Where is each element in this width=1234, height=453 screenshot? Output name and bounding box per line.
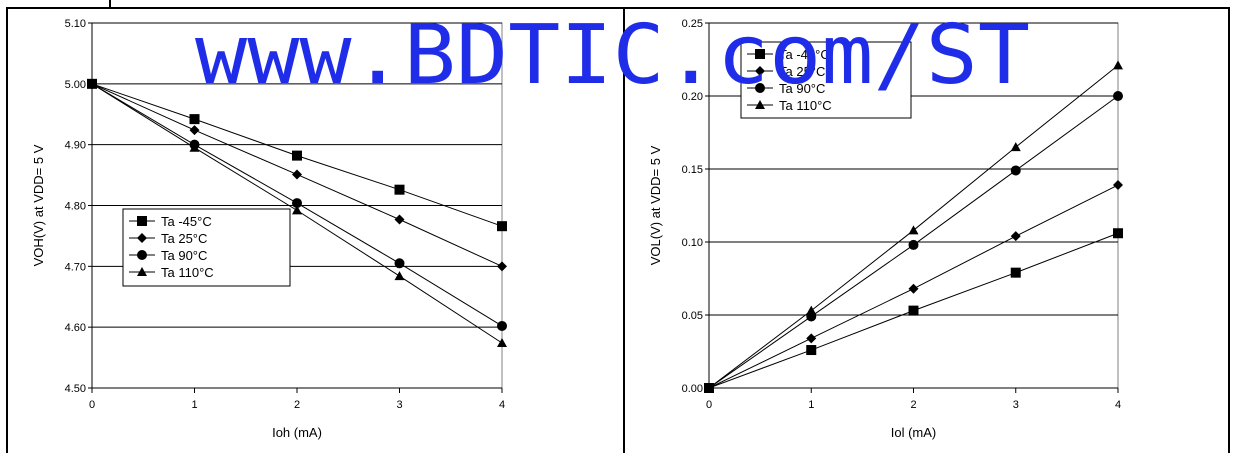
vol-chart: 0.00 0.05 0.10 0.15 0.20 0.25 0 1 2 3 4 Iol (mA) VOL… — [648, 18, 1123, 440]
data-point — [189, 125, 200, 136]
legend-label: Ta 90°C — [161, 248, 207, 263]
y-axis-title: VOH(V) at VDD= 5 V — [31, 144, 46, 266]
y-tick-label: 0.05 — [682, 310, 703, 322]
data-point — [704, 383, 714, 392]
data-point — [908, 283, 919, 294]
legend-label: Ta -45°C — [161, 214, 212, 229]
data-point — [806, 333, 817, 344]
data-point — [806, 345, 817, 356]
x-tick-label: 1 — [808, 399, 814, 411]
data-point — [292, 198, 302, 209]
series-1 — [704, 180, 1123, 393]
data-point — [1113, 180, 1123, 191]
data-point — [1010, 267, 1021, 278]
data-point — [189, 142, 200, 152]
watermark: www.BDTIC.com/ST — [195, 8, 1030, 103]
legend: Ta -45°C Ta 25°C Ta 90°C Ta 110°C — [740, 41, 912, 119]
x-tick-label: 3 — [1013, 399, 1019, 411]
y-tick-label: 0.20 — [682, 91, 703, 103]
y-tick-label: 4.60 — [65, 322, 86, 334]
legend: Ta -45°C Ta 25°C Ta 90°C Ta 110°C — [122, 208, 291, 287]
y-tick-label: 4.70 — [65, 261, 86, 273]
x-tick-label: 4 — [1115, 399, 1121, 411]
legend-label: Ta 25°C — [161, 231, 207, 246]
legend-marker — [137, 250, 147, 260]
legend-label: Ta 110°C — [161, 265, 214, 280]
data-point — [806, 305, 817, 315]
x-tick-label: 4 — [499, 399, 505, 411]
data-point — [497, 261, 507, 272]
voh-chart: 4.50 4.60 4.70 4.80 4.90 5.00 5.10 0 1 2 3 4 Ioh (mA… — [31, 18, 507, 440]
data-point — [292, 150, 302, 161]
y-tick-label: 5.10 — [65, 18, 86, 30]
series-3 — [87, 78, 507, 347]
legend-marker — [755, 49, 765, 59]
data-point — [908, 225, 919, 235]
y-tick-label: 0.15 — [682, 164, 703, 176]
y-tick-label: 0.25 — [682, 18, 703, 30]
x-tick-label: 3 — [396, 399, 402, 411]
x-tick-label: 2 — [294, 399, 300, 411]
data-point — [87, 78, 97, 88]
data-point — [908, 305, 919, 316]
x-axis-title: Iol (mA) — [891, 425, 937, 440]
legend-marker — [137, 216, 147, 226]
data-point — [497, 337, 507, 347]
legend-marker — [137, 233, 147, 243]
y-tick-label: 5.00 — [65, 79, 86, 91]
data-point — [292, 205, 302, 215]
data-point — [497, 221, 507, 232]
legend-label: Ta 25°C — [779, 64, 825, 79]
y-tick-label: 0.10 — [682, 237, 703, 249]
data-point — [1010, 142, 1021, 152]
legend-label: Ta 90°C — [779, 81, 825, 96]
y-tick-label: 4.80 — [65, 201, 86, 213]
legend-marker — [755, 66, 765, 76]
legend-marker — [755, 100, 765, 109]
data-point — [394, 258, 405, 269]
data-point — [394, 184, 405, 195]
data-point — [292, 169, 302, 180]
x-tick-label: 0 — [706, 399, 712, 411]
data-point — [908, 239, 919, 250]
y-axis-title: VOL(V) at VDD= 5 V — [648, 145, 663, 265]
x-axis-title: Ioh (mA) — [272, 425, 322, 440]
series-3 — [704, 60, 1123, 392]
x-tick-label: 1 — [191, 399, 197, 411]
legend-label: Ta -45°C — [779, 47, 830, 62]
data-point — [497, 320, 507, 331]
data-point — [189, 114, 200, 125]
data-point — [1010, 165, 1021, 176]
data-point — [1010, 231, 1021, 242]
x-tick-label: 0 — [89, 399, 95, 411]
series-2 — [87, 78, 507, 331]
data-point — [1113, 228, 1123, 239]
y-tick-label: 4.50 — [65, 383, 86, 395]
legend-box — [122, 208, 291, 287]
x-tick-label: 2 — [910, 399, 916, 411]
y-tick-label: 4.90 — [65, 140, 86, 152]
data-point — [1113, 91, 1123, 101]
data-point — [1113, 60, 1123, 70]
legend-marker — [137, 267, 147, 276]
data-point — [394, 214, 405, 225]
legend-label: Ta 110°C — [779, 98, 832, 113]
y-tick-label: 0.00 — [682, 383, 703, 395]
legend-marker — [755, 83, 765, 93]
series-0 — [704, 228, 1123, 393]
data-point — [394, 271, 405, 281]
